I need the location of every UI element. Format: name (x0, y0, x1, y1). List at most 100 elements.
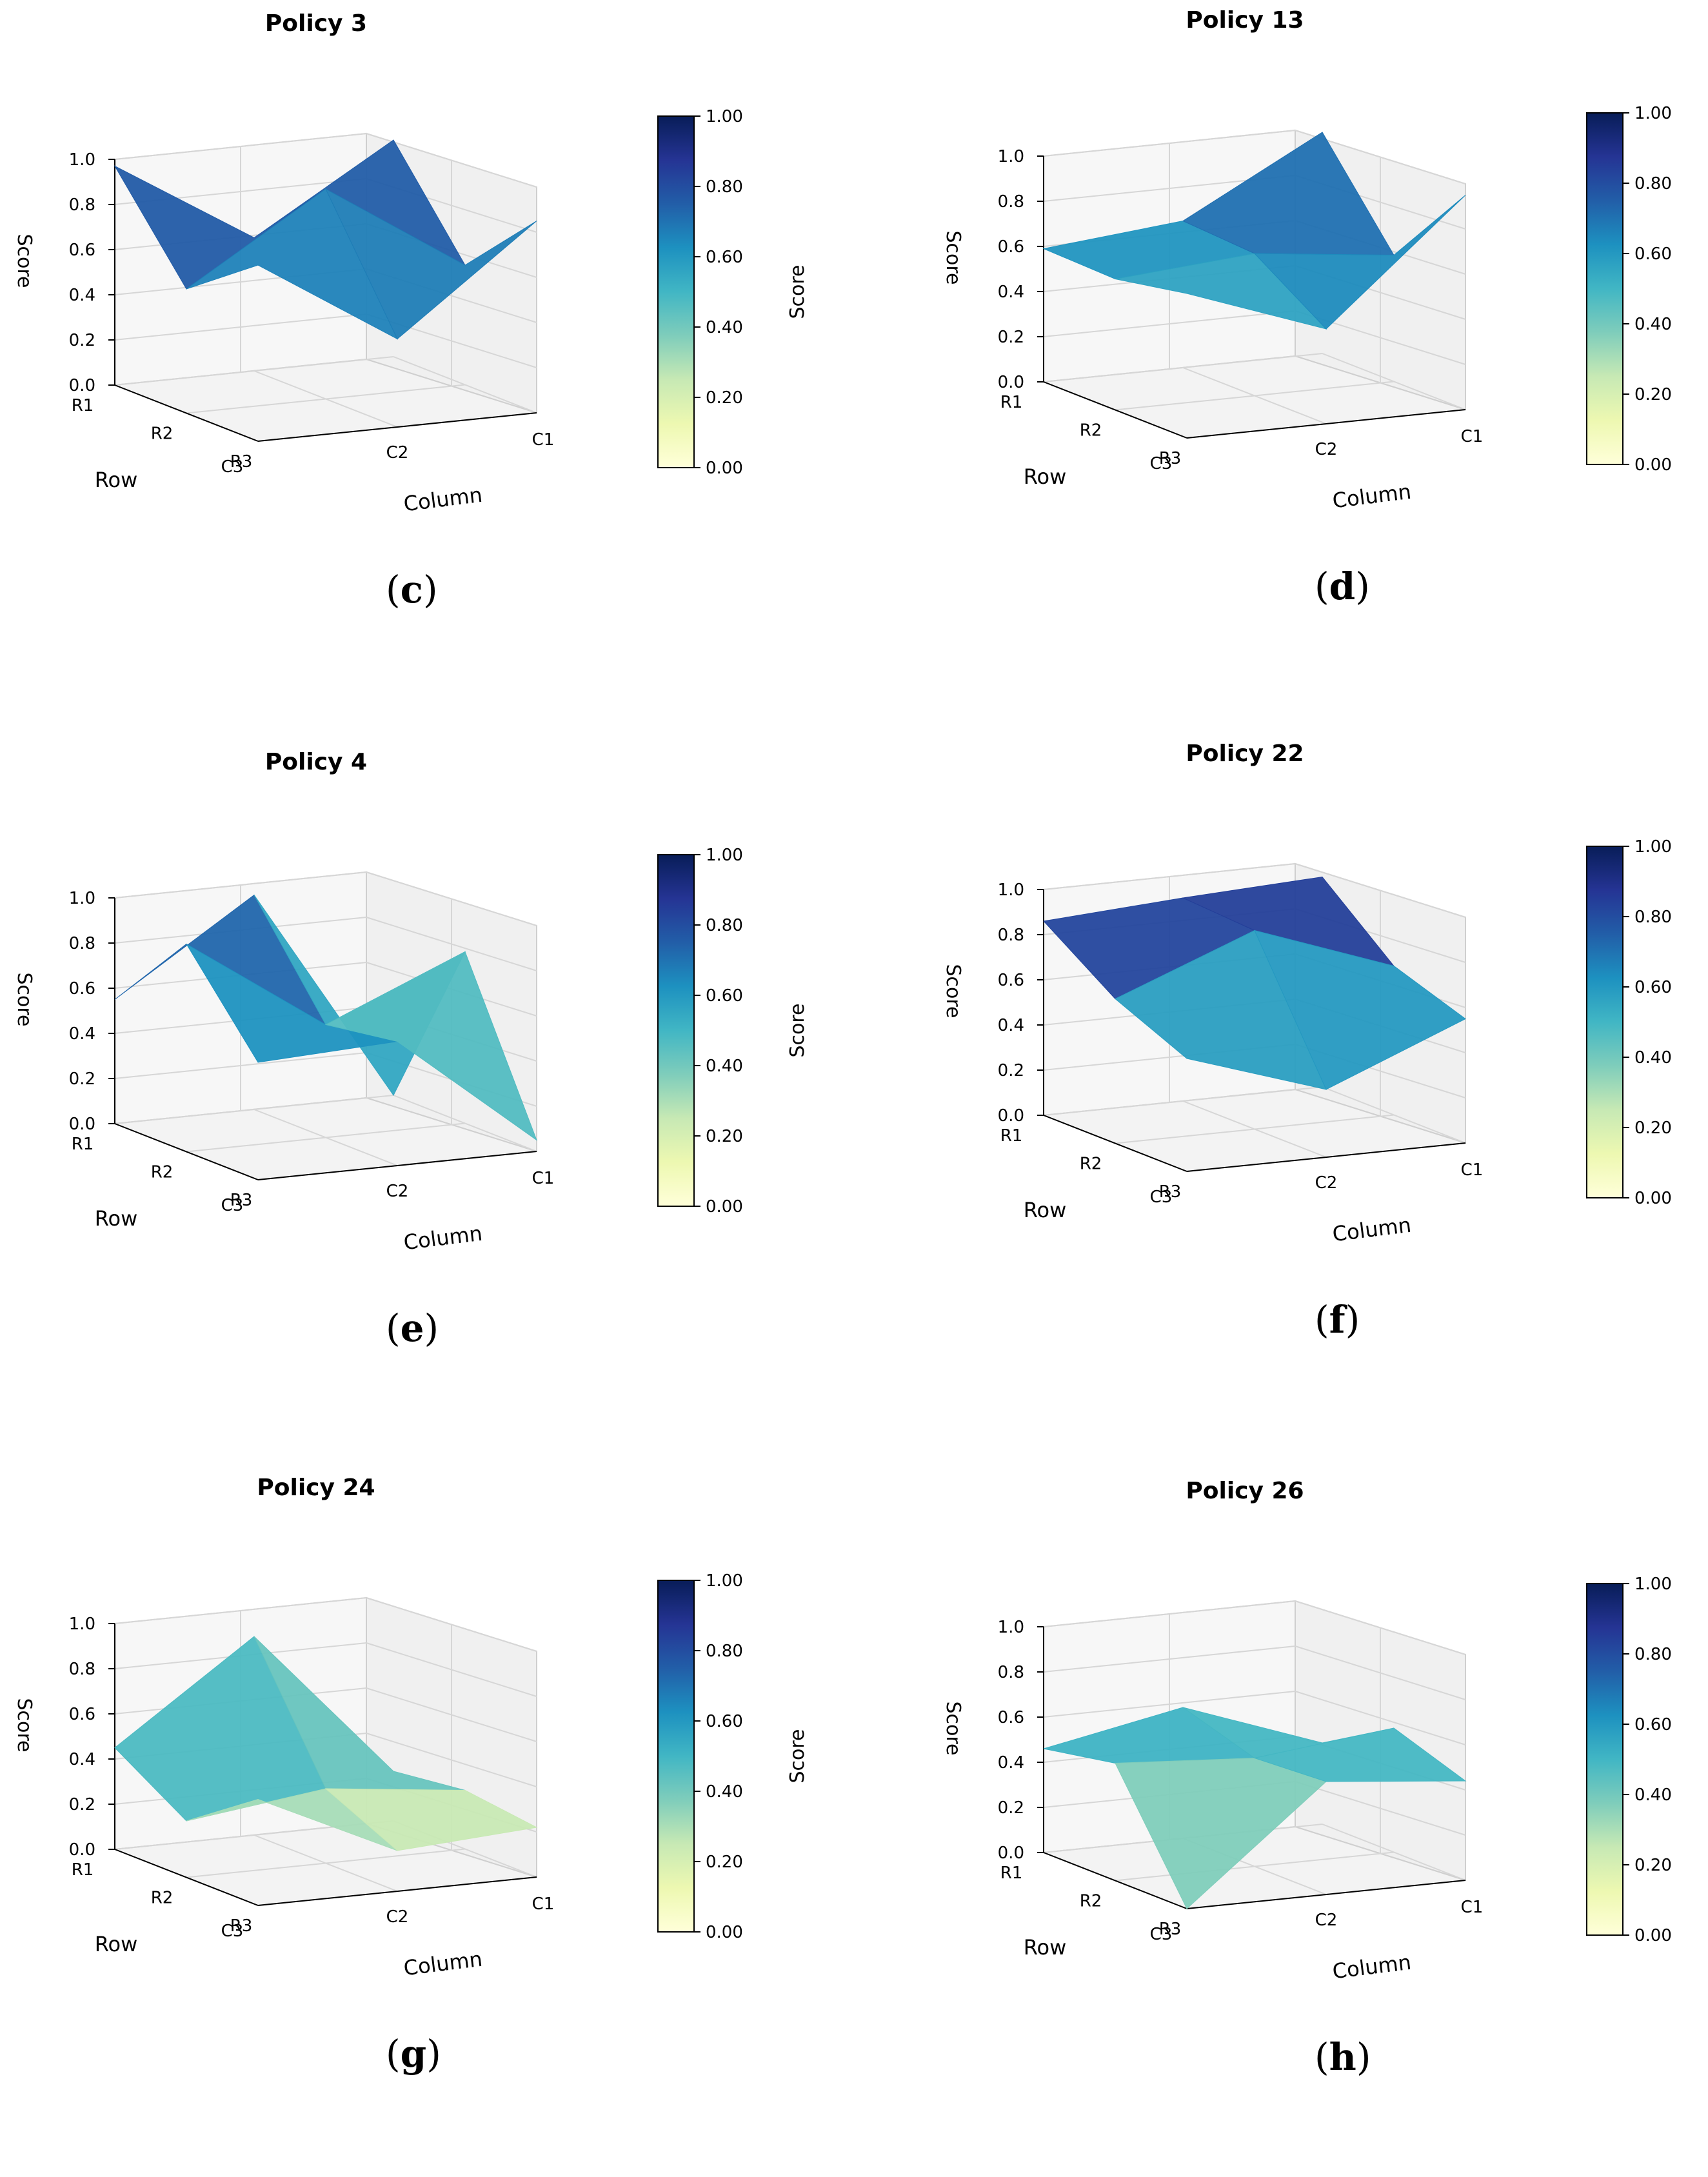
colorbar-tick-label: 0.40 (1634, 1785, 1672, 1805)
column-tick-label: C2 (386, 1182, 409, 1201)
z-tick-label: 0.2 (69, 331, 95, 350)
z-axis-label: Score (942, 230, 964, 284)
z-tick-label: 0.4 (998, 283, 1024, 302)
column-tick-label: C2 (1315, 440, 1338, 459)
surface-patch (324, 188, 537, 340)
surface-patch (324, 951, 538, 1141)
chart-panel-d: Policy 13 0.0 0.2 0.4 0.6 0.8 1.0 Score R1 R2 R3 Ro… (929, 0, 1708, 706)
colorbar-tick-label: 0.00 (706, 1923, 743, 1942)
column-axis-label: Column (402, 482, 484, 517)
column-tick-label: C2 (1315, 1173, 1338, 1193)
row-tick-label: R3 (1159, 1182, 1182, 1202)
colorbar-tick-label: 0.40 (1634, 1048, 1672, 1068)
chart-svg: Policy 13 0.0 0.2 0.4 0.6 0.8 1.0 Score R1 R2 R3 Ro… (942, 7, 1672, 513)
colorbar-tick-label: 0.80 (706, 177, 743, 197)
chart-title: Policy 26 (1186, 1478, 1304, 1504)
colorbar-tick-label: 1.00 (1634, 1575, 1672, 1594)
chart-panel-f: Policy 22 0.0 0.2 0.4 0.6 0.8 1.0 Score R1 R2 R3 Ro… (929, 730, 1708, 1440)
row-axis-line (114, 1849, 259, 1906)
colorbar-tick-label: 0.00 (1634, 455, 1672, 475)
colorbar-label: Score (786, 264, 809, 319)
panel-caption: (f) (1315, 1298, 1360, 1342)
colorbar (1586, 1583, 1624, 1936)
z-tick-label: 0.8 (69, 195, 95, 215)
column-tick-label: C1 (532, 430, 555, 450)
row-tick-label: R1 (72, 396, 94, 415)
colorbar-tick-label: 0.00 (706, 459, 743, 478)
column-axis-label: Column (402, 1221, 484, 1255)
colorbar-tick-label: 0.80 (706, 916, 743, 935)
column-axis-line (257, 1876, 537, 1906)
row-tick-label: R2 (1080, 1155, 1102, 1174)
z-tick-label: 0.8 (69, 1660, 95, 1679)
z-tick-label: 0.2 (69, 1795, 95, 1814)
chart-svg: Policy 26 0.0 0.2 0.4 0.6 0.8 1.0 Score R1 R2 R3 Ro… (942, 1478, 1672, 1984)
colorbar (657, 115, 695, 468)
z-tick-label: 0.6 (69, 1705, 95, 1724)
row-tick-label: R1 (1000, 1126, 1023, 1146)
column-tick-label: C2 (1315, 1911, 1338, 1930)
column-tick-label: C3 (1150, 454, 1173, 473)
row-tick-label: R1 (72, 1135, 94, 1154)
colorbar-tick-label: 0.60 (1634, 244, 1672, 264)
colorbar-tick-label: 0.20 (706, 1853, 743, 1872)
colorbar (657, 854, 695, 1207)
column-tick-label: C1 (532, 1169, 555, 1188)
z-tick-label: 0.4 (69, 1750, 95, 1769)
colorbar-tick-label: 1.00 (706, 107, 743, 126)
colorbar-tick-label: 0.60 (706, 248, 743, 267)
z-tick-label: 1.0 (998, 147, 1024, 166)
floor-grid-row (114, 1095, 394, 1124)
column-tick-label: C3 (221, 457, 244, 477)
z-tick-label: 0.0 (998, 373, 1024, 392)
z-tick-label: 0.6 (69, 979, 95, 999)
panel-caption: (h) (1315, 2035, 1371, 2079)
surface-patch (1253, 1727, 1467, 1782)
row-axis-label: Row (1024, 464, 1067, 489)
z-tick-label: 1.0 (998, 1618, 1024, 1637)
floor-grid-row (186, 384, 466, 414)
column-axis-line (1186, 1142, 1466, 1172)
z-axis-label: Score (942, 964, 964, 1018)
colorbar-tick-label: 0.60 (1634, 1715, 1672, 1735)
column-axis-label: Column (1331, 1950, 1413, 1984)
z-tick-label: 0.4 (69, 1024, 95, 1044)
row-tick-label: R3 (230, 1916, 253, 1936)
column-axis-line (257, 1151, 537, 1180)
column-axis-line (257, 412, 537, 442)
colorbar (1586, 112, 1624, 465)
column-tick-label: C1 (1461, 1898, 1484, 1917)
row-tick-label: R2 (151, 1163, 174, 1182)
z-axis-label: Score (942, 1701, 964, 1755)
colorbar-tick-label: 0.20 (706, 388, 743, 408)
row-tick-label: R3 (1159, 449, 1182, 468)
colorbar-label: Score (786, 1729, 809, 1783)
row-axis-label: Row (95, 468, 138, 492)
colorbar-tick-label: 0.60 (706, 986, 743, 1006)
floor-grid-row (186, 1122, 466, 1153)
z-axis-label: Score (13, 1698, 35, 1752)
colorbar-tick-label: 1.00 (706, 846, 743, 865)
colorbar-tick-label: 0.40 (706, 318, 743, 337)
panel-caption-letter: e (400, 1306, 424, 1350)
column-tick-label: C3 (221, 1922, 244, 1941)
column-tick-label: C1 (1461, 1160, 1484, 1180)
z-tick-label: 0.4 (998, 1016, 1024, 1035)
z-tick-label: 0.0 (69, 376, 95, 395)
chart-title: Policy 3 (265, 10, 367, 37)
column-axis-label: Column (402, 1947, 484, 1981)
chart-svg: Policy 3 0.0 0.2 0.4 0.6 0.8 1.0 Score R1 R2 R3 Row… (13, 10, 809, 517)
z-tick-label: 0.6 (69, 241, 95, 260)
z-tick-label: 0.0 (69, 1840, 95, 1860)
colorbar-tick-label: 0.00 (1634, 1926, 1672, 1945)
colorbar-tick-label: 0.60 (706, 1712, 743, 1731)
colorbar-tick-label: 0.00 (706, 1197, 743, 1217)
colorbar-tick-label: 0.20 (1634, 1856, 1672, 1875)
floor-grid-row (1115, 1851, 1395, 1882)
chart-title: Policy 13 (1186, 7, 1304, 34)
colorbar-label: Score (786, 1003, 809, 1057)
chart-svg: Policy 22 0.0 0.2 0.4 0.6 0.8 1.0 Score R1 R2 R3 Ro… (942, 741, 1672, 1246)
floor-grid-row (1115, 1114, 1395, 1144)
z-tick-label: 0.8 (69, 934, 95, 953)
colorbar-tick-label: 0.40 (1634, 315, 1672, 334)
